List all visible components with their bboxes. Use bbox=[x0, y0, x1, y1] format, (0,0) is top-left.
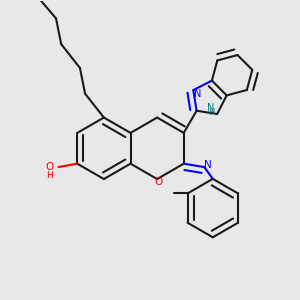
Text: H: H bbox=[46, 171, 53, 180]
Text: H: H bbox=[208, 108, 214, 117]
Text: N: N bbox=[194, 88, 201, 98]
Text: O: O bbox=[46, 162, 54, 172]
Text: N: N bbox=[204, 160, 212, 170]
Text: O: O bbox=[155, 177, 163, 187]
Text: N: N bbox=[207, 103, 215, 113]
